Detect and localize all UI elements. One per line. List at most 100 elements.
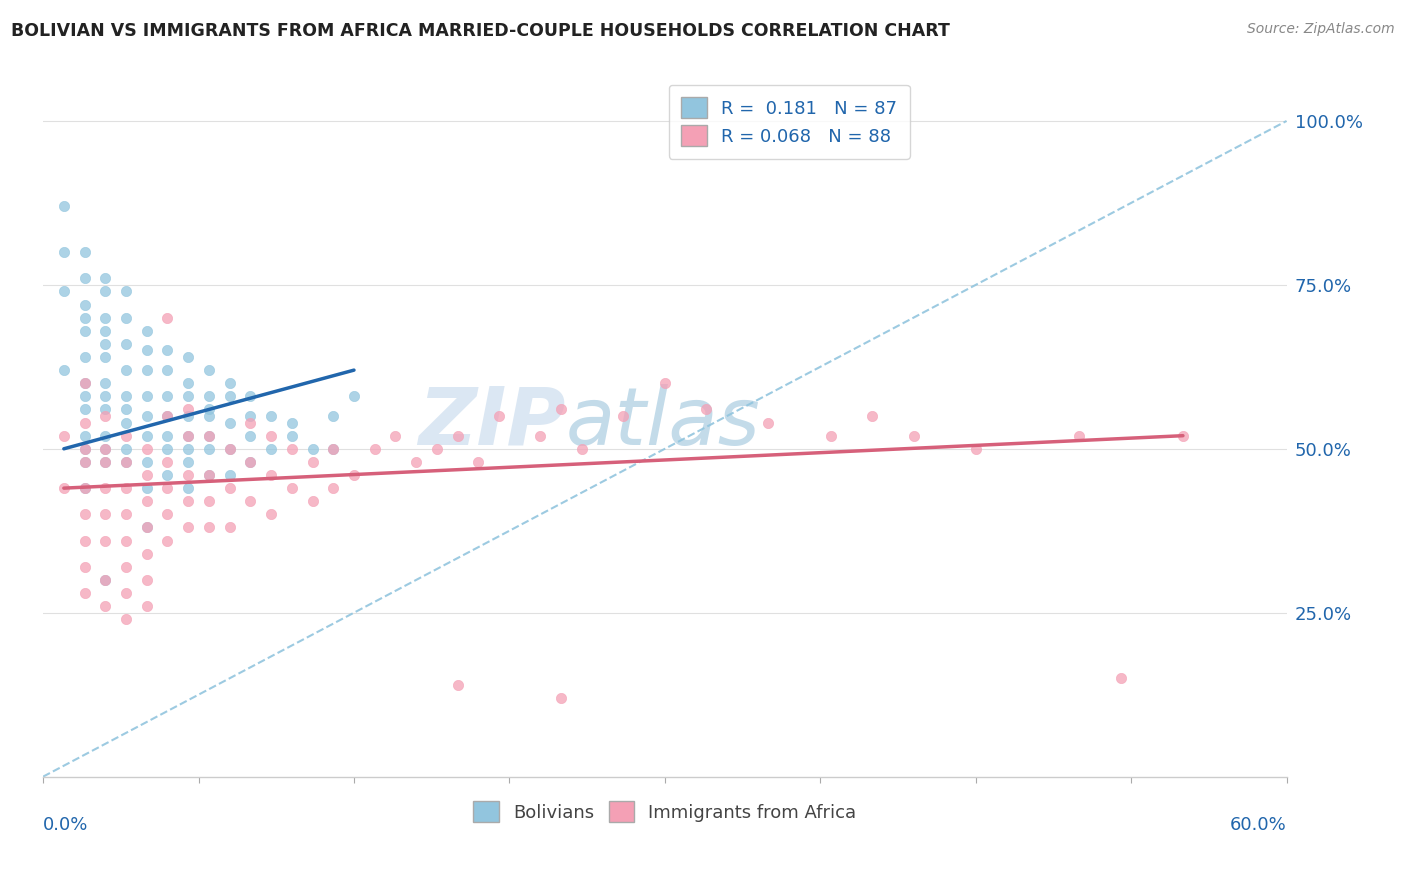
Point [529, 428, 551, 442]
Point [73, 455, 96, 469]
Text: BOLIVIAN VS IMMIGRANTS FROM AFRICA MARRIED-COUPLE HOUSEHOLDS CORRELATION CHART: BOLIVIAN VS IMMIGRANTS FROM AFRICA MARRI… [11, 22, 950, 40]
Point [364, 442, 387, 456]
Point [115, 586, 138, 600]
Point [52, 428, 75, 442]
Point [73, 402, 96, 417]
Point [156, 363, 179, 377]
Point [115, 310, 138, 325]
Point [571, 442, 593, 456]
Point [135, 468, 157, 483]
Point [73, 271, 96, 285]
Point [198, 468, 221, 483]
Point [135, 442, 157, 456]
Point [115, 442, 138, 456]
Point [260, 508, 283, 522]
Point [903, 428, 925, 442]
Point [52, 199, 75, 213]
Point [135, 409, 157, 423]
Point [156, 442, 179, 456]
Point [218, 416, 240, 430]
Point [115, 559, 138, 574]
Point [239, 428, 262, 442]
Point [218, 376, 240, 391]
Point [156, 455, 179, 469]
Point [135, 428, 157, 442]
Point [73, 559, 96, 574]
Point [198, 468, 221, 483]
Point [115, 533, 138, 548]
Point [115, 389, 138, 403]
Point [73, 389, 96, 403]
Point [612, 409, 634, 423]
Point [115, 508, 138, 522]
Point [94, 455, 117, 469]
Point [177, 409, 200, 423]
Point [654, 376, 676, 391]
Point [322, 409, 344, 423]
Text: ZIP: ZIP [418, 384, 565, 461]
Text: 60.0%: 60.0% [1230, 815, 1286, 833]
Point [343, 389, 366, 403]
Point [156, 389, 179, 403]
Point [198, 409, 221, 423]
Point [260, 468, 283, 483]
Point [198, 402, 221, 417]
Point [94, 389, 117, 403]
Point [239, 409, 262, 423]
Point [115, 428, 138, 442]
Point [135, 599, 157, 614]
Point [156, 428, 179, 442]
Point [94, 402, 117, 417]
Point [52, 245, 75, 260]
Point [322, 442, 344, 456]
Text: 0.0%: 0.0% [44, 815, 89, 833]
Point [115, 455, 138, 469]
Point [94, 455, 117, 469]
Point [135, 455, 157, 469]
Point [322, 481, 344, 495]
Point [446, 428, 468, 442]
Point [135, 547, 157, 561]
Point [281, 428, 304, 442]
Point [156, 343, 179, 358]
Point [73, 297, 96, 311]
Point [73, 586, 96, 600]
Point [281, 442, 304, 456]
Point [156, 481, 179, 495]
Point [177, 520, 200, 534]
Point [94, 573, 117, 587]
Point [550, 402, 572, 417]
Point [73, 350, 96, 364]
Point [198, 363, 221, 377]
Point [177, 455, 200, 469]
Point [218, 442, 240, 456]
Point [115, 481, 138, 495]
Text: Source: ZipAtlas.com: Source: ZipAtlas.com [1247, 22, 1395, 37]
Point [281, 416, 304, 430]
Point [198, 428, 221, 442]
Point [695, 402, 717, 417]
Point [965, 442, 987, 456]
Point [135, 520, 157, 534]
Point [260, 409, 283, 423]
Point [239, 416, 262, 430]
Point [239, 494, 262, 508]
Point [218, 442, 240, 456]
Point [198, 442, 221, 456]
Point [446, 678, 468, 692]
Point [1171, 428, 1194, 442]
Point [301, 455, 323, 469]
Point [73, 533, 96, 548]
Point [115, 402, 138, 417]
Point [94, 481, 117, 495]
Point [218, 481, 240, 495]
Point [94, 271, 117, 285]
Point [260, 428, 283, 442]
Point [1069, 428, 1091, 442]
Point [73, 376, 96, 391]
Point [177, 376, 200, 391]
Point [94, 310, 117, 325]
Point [73, 442, 96, 456]
Text: atlas: atlas [565, 384, 761, 461]
Point [550, 690, 572, 705]
